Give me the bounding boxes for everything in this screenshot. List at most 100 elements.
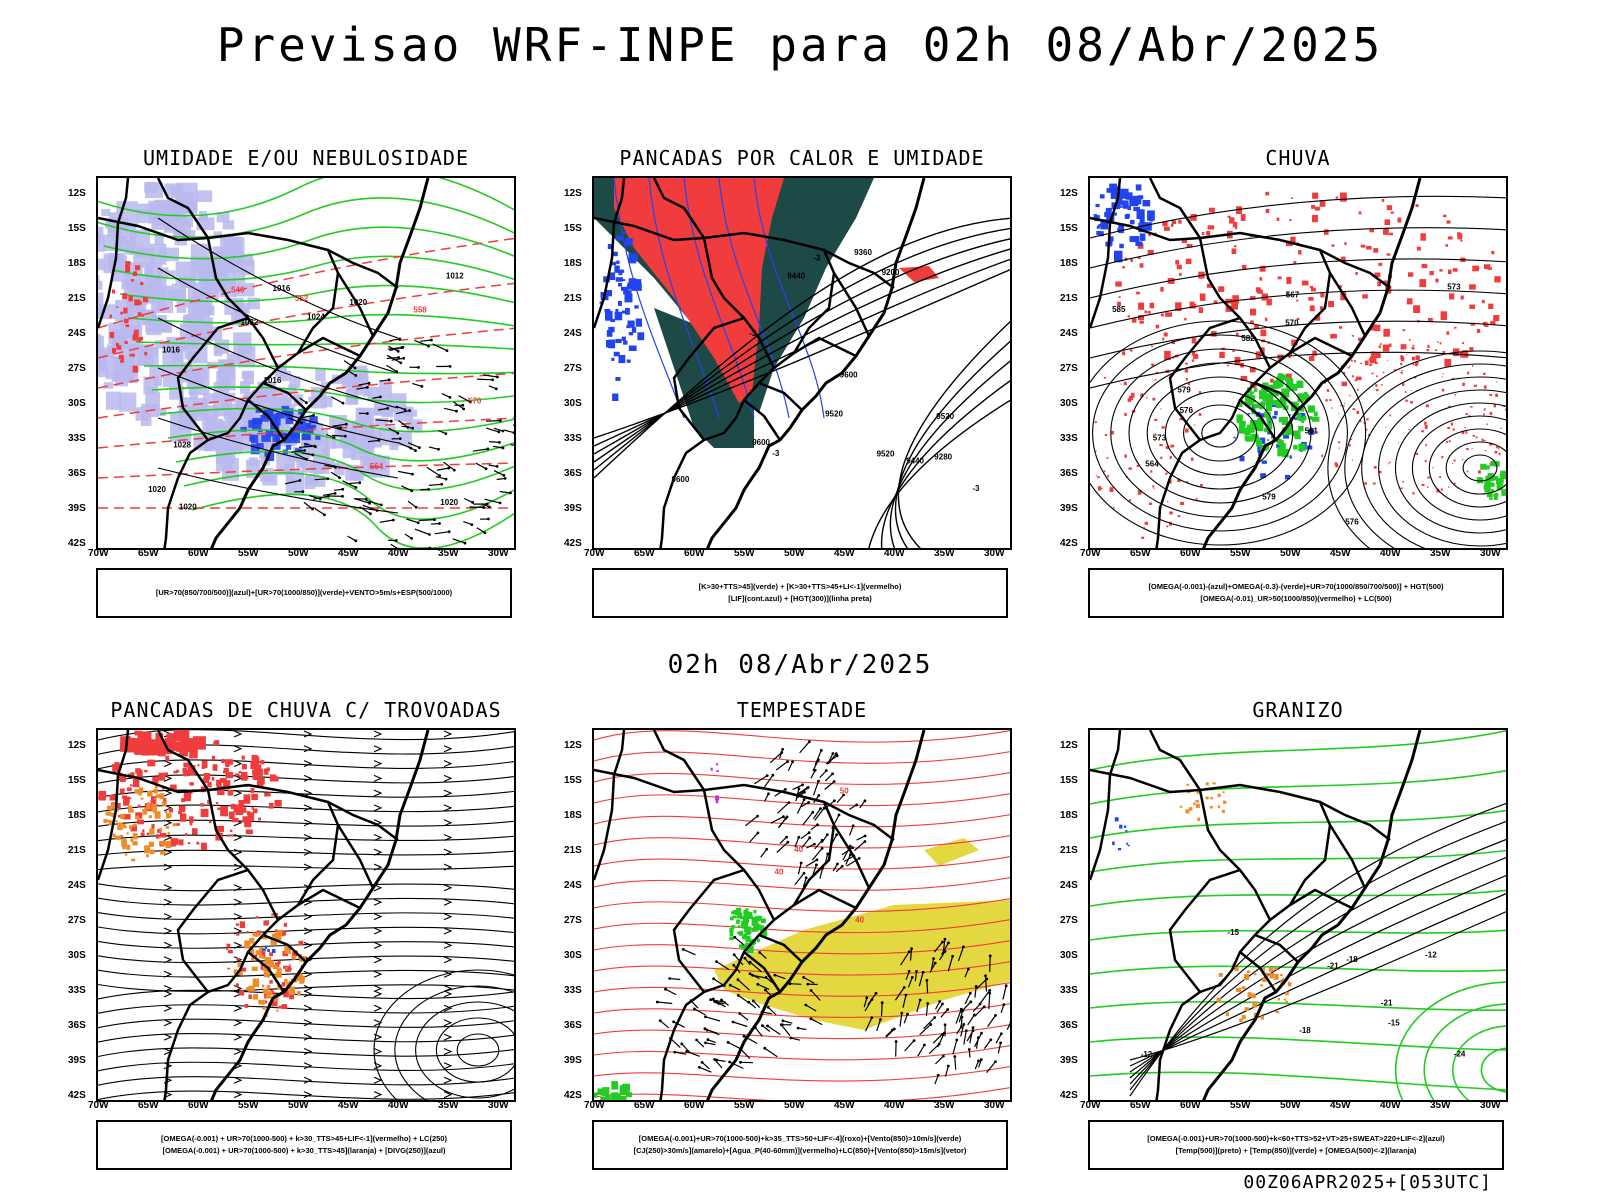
contour-label: 1028 [173, 441, 191, 450]
longitude-label: 45W [338, 1100, 359, 1111]
latitude-label: 15S [1060, 223, 1078, 234]
longitude-label: 30W [1480, 548, 1501, 559]
longitude-label: 45W [834, 548, 855, 559]
contour-label: -15 [1228, 928, 1240, 937]
longitude-label: 60W [188, 1100, 209, 1111]
latitude-label: 27S [564, 363, 582, 374]
latitude-label: 27S [68, 363, 86, 374]
latitude-label: 39S [564, 1055, 582, 1066]
longitude-label: 35W [934, 548, 955, 559]
contour-label: -3 [749, 329, 757, 338]
contour-label: 573 [1153, 434, 1167, 443]
contour-label: 579 [1262, 493, 1276, 502]
legend-line: [UR>70(850/700/500)](azul)+[UR>70(1000/8… [155, 588, 453, 597]
contour-label: -21 [1327, 962, 1339, 971]
latitude-label: 24S [68, 328, 86, 339]
latitude-label: 24S [564, 880, 582, 891]
longitude-label: 60W [684, 548, 705, 559]
legend-box: [OMEGA(-0.001) + UR>70(1000-500) + k>30_… [96, 1120, 512, 1170]
legend-box: [OMEGA(-0.001)-(azul)+OMEGA(-0.3)-(verde… [1088, 568, 1504, 618]
contour-label: 40 [775, 868, 784, 877]
contour-label: 579 [1177, 385, 1191, 394]
latitude-label: 39S [68, 1055, 86, 1066]
contour-label: -21 [1381, 999, 1393, 1008]
longitude-label: 65W [1130, 1100, 1151, 1111]
longitude-label: 35W [438, 1100, 459, 1111]
map-canvas [98, 730, 514, 1100]
legend-line: [OMEGA(-0.01)_UR>50(1000/850)(vermelho) … [1200, 594, 1392, 603]
longitude-label: 35W [934, 1100, 955, 1111]
longitude-label: 45W [1330, 548, 1351, 559]
longitude-label: 30W [488, 1100, 509, 1111]
latitude-label: 39S [1060, 1055, 1078, 1066]
latitude-label: 15S [1060, 775, 1078, 786]
latitude-label: 21S [564, 845, 582, 856]
latitude-label: 42S [68, 1090, 86, 1101]
longitude-label: 50W [784, 1100, 805, 1111]
latitude-label: 33S [68, 433, 86, 444]
contour-label: 9520 [936, 412, 954, 421]
contour-label: 9600 [840, 371, 858, 380]
longitude-label: 55W [238, 1100, 259, 1111]
longitude-label: 55W [238, 548, 259, 559]
longitude-label: 60W [1180, 548, 1201, 559]
latitude-label: 18S [564, 258, 582, 269]
longitude-label: 70W [584, 1100, 605, 1111]
longitude-label: 65W [634, 548, 655, 559]
latitude-label: 33S [564, 433, 582, 444]
latitude-label: 42S [1060, 1090, 1078, 1101]
legend-line: [CJ(250)>30m/s](amarelo)+[Agua_P(40-60mm… [633, 1146, 967, 1155]
latitude-label: 15S [564, 775, 582, 786]
longitude-label: 40W [388, 1100, 409, 1111]
contour-label: 576 [1345, 518, 1359, 527]
latitude-label: 39S [68, 503, 86, 514]
latitude-label: 15S [68, 223, 86, 234]
contour-label: 1020 [349, 298, 367, 307]
contour-label: 1024 [307, 312, 325, 321]
latitude-label: 36S [68, 468, 86, 479]
contour-label: 1020 [148, 485, 166, 494]
latitude-label: 27S [564, 915, 582, 926]
legend-line: [OMEGA(-0.001) + UR>70(1000-500) + k>30_… [161, 1134, 447, 1143]
map-chuva: 585 582 579 576 573 570 567 564 561 579 576 573 [1088, 176, 1508, 550]
contour-label: 552 [295, 294, 309, 303]
contour-label: 9360 [854, 248, 872, 257]
contour-label: 1016 [273, 284, 291, 293]
latitude-label: 42S [1060, 538, 1078, 549]
contour-label: 585 [1112, 305, 1126, 314]
contour-label: 564 [1145, 459, 1159, 468]
contour-label: 9520 [825, 409, 843, 418]
latitude-label: 30S [564, 398, 582, 409]
panel-title: UMIDADE E/OU NEBULOSIDADE [142, 146, 470, 170]
longitude-label: 50W [288, 548, 309, 559]
latitude-label: 42S [68, 538, 86, 549]
latitude-label: 42S [564, 538, 582, 549]
longitude-label: 65W [634, 1100, 655, 1111]
longitude-label: 40W [884, 1100, 905, 1111]
latitude-label: 27S [1060, 915, 1078, 926]
legend-line: [LIF](cont.azul) + [HGT(300)](linha pret… [728, 594, 872, 603]
contour-label: 9600 [672, 475, 690, 484]
latitude-label: 33S [68, 985, 86, 996]
latitude-label: 36S [564, 468, 582, 479]
longitude-label: 65W [138, 548, 159, 559]
contour-label: 1012 [446, 271, 464, 280]
longitude-label: 30W [984, 1100, 1005, 1111]
latitude-label: 36S [564, 1020, 582, 1031]
map-canvas: 585 582 579 576 573 570 567 564 561 579 576 573 [1090, 178, 1506, 548]
latitude-label: 12S [68, 188, 86, 199]
contour-label: 573 [1447, 282, 1461, 291]
latitude-label: 15S [564, 223, 582, 234]
contour-label: -3 [813, 253, 821, 262]
longitude-label: 35W [1430, 548, 1451, 559]
latitude-label: 18S [68, 258, 86, 269]
contour-label: 1020 [179, 502, 197, 511]
legend-box: [K>30+TTS>45](verde) + [K>30+TTS>45+LI<-… [592, 568, 1008, 618]
longitude-label: 30W [984, 548, 1005, 559]
latitude-label: 18S [1060, 810, 1078, 821]
map-canvas: 50 40 40 40 [594, 730, 1010, 1100]
longitude-label: 50W [288, 1100, 309, 1111]
latitude-label: 36S [1060, 1020, 1078, 1031]
contour-label: 9520 [877, 450, 895, 459]
contour-label: -12 [1141, 1050, 1153, 1059]
